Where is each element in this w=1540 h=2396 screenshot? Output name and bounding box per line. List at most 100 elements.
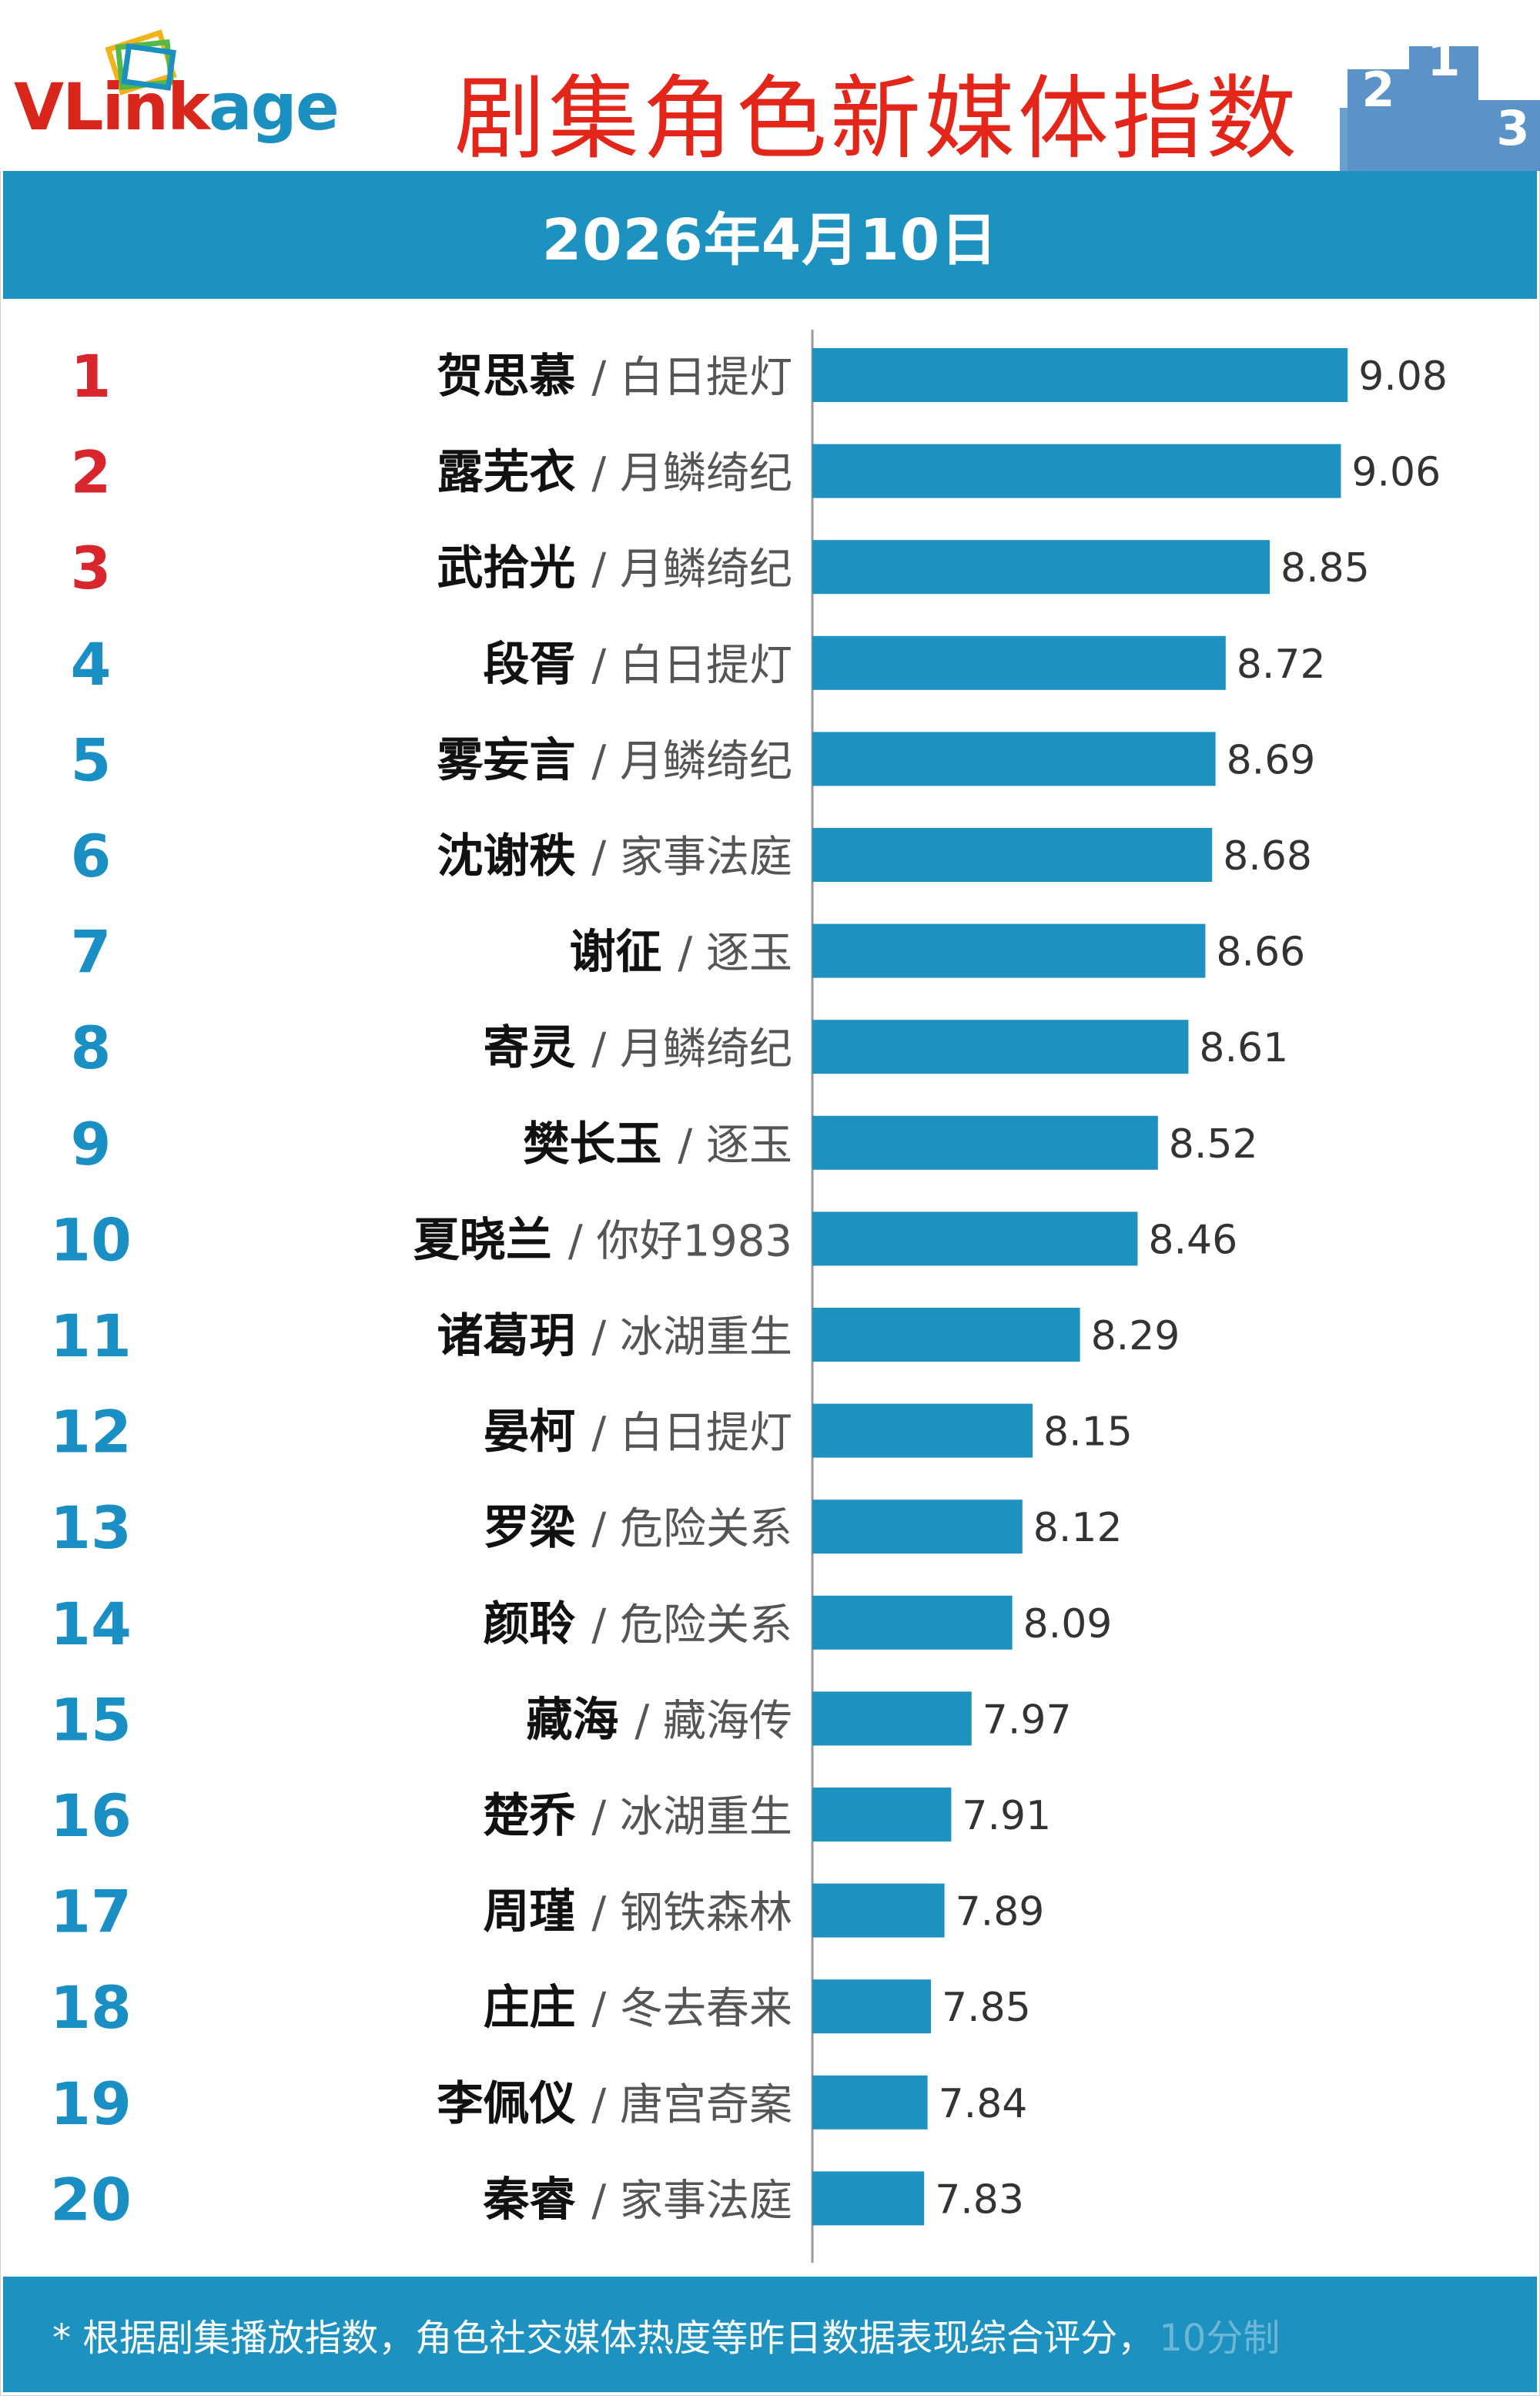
character-name: 夏晓兰 bbox=[413, 1213, 568, 1267]
drama-name: / 月鳞绮纪 bbox=[591, 449, 792, 499]
rank-label: 5 bbox=[71, 726, 112, 794]
bar bbox=[812, 923, 1206, 978]
bar-chart-svg: 1 贺思慕 / 白日提灯 9.08 2 露芜衣 / 月鳞绮纪 9.06 3 武拾光 / 月鳞绮… bbox=[50, 330, 1448, 2263]
character-name: 诸葛玥 bbox=[437, 1309, 591, 1363]
character-name: 樊长玉 bbox=[523, 1118, 678, 1171]
bar bbox=[812, 1500, 1023, 1554]
row-label: 沈谢秩 / 家事法庭 bbox=[437, 829, 792, 883]
page-title: 剧集角色新媒体指数 bbox=[454, 65, 1301, 172]
date-band: 2026年4月10日 bbox=[3, 171, 1537, 299]
row-label: 武拾光 / 月鳞绮纪 bbox=[437, 541, 792, 595]
drama-name: / 逐玉 bbox=[678, 929, 792, 979]
value-label: 8.12 bbox=[1033, 1505, 1123, 1551]
character-name: 谢征 bbox=[569, 926, 678, 980]
value-label: 7.83 bbox=[935, 2177, 1024, 2223]
row-label: 庄庄 / 冬去春来 bbox=[483, 1981, 792, 2035]
svg-text:1: 1 bbox=[1427, 31, 1460, 87]
drama-name: / 家事法庭 bbox=[591, 2176, 792, 2226]
rank-label: 12 bbox=[50, 1398, 132, 1466]
drama-name: / 冰湖重生 bbox=[591, 1312, 792, 1362]
footer-note-text: * 根据剧集播放指数，角色社交媒体热度等昨日数据表现综合评分， bbox=[52, 2317, 1155, 2360]
drama-name: / 危险关系 bbox=[591, 1600, 792, 1650]
drama-name: / 钢铁森林 bbox=[591, 1888, 792, 1939]
character-name: 颜聆 bbox=[483, 1597, 591, 1651]
bar bbox=[812, 540, 1270, 595]
value-label: 8.68 bbox=[1223, 833, 1312, 880]
rank-label: 10 bbox=[50, 1205, 132, 1274]
bar bbox=[812, 2171, 925, 2226]
character-name: 藏海 bbox=[526, 1693, 634, 1747]
drama-name: / 唐宫奇案 bbox=[591, 2080, 792, 2130]
logo-frames-icon bbox=[105, 29, 177, 96]
value-label: 9.08 bbox=[1358, 354, 1448, 400]
character-name: 露芜衣 bbox=[437, 446, 591, 500]
row-label: 诸葛玥 / 冰湖重生 bbox=[437, 1309, 792, 1363]
bar bbox=[812, 1403, 1033, 1458]
footer-note: * 根据剧集播放指数，角色社交媒体热度等昨日数据表现综合评分， 10分制 bbox=[3, 2277, 1537, 2392]
character-name: 段胥 bbox=[483, 638, 591, 692]
rank-label: 4 bbox=[71, 630, 112, 699]
value-label: 7.91 bbox=[962, 1793, 1051, 1839]
character-name: 楚乔 bbox=[483, 1789, 591, 1843]
character-name: 李佩仪 bbox=[437, 2077, 591, 2131]
row-label: 藏海 / 藏海传 bbox=[526, 1693, 792, 1747]
footer-note-tail: 10分制 bbox=[1159, 2317, 1281, 2360]
value-label: 8.15 bbox=[1043, 1409, 1133, 1456]
bar bbox=[812, 1115, 1158, 1170]
bar bbox=[812, 1020, 1189, 1074]
rank-label: 9 bbox=[71, 1110, 112, 1178]
bar-chart: 1 贺思慕 / 白日提灯 9.08 2 露芜衣 / 月鳞绮纪 9.06 3 武拾光 / 月鳞绮… bbox=[0, 299, 1540, 2270]
character-name: 周瑾 bbox=[483, 1885, 591, 1939]
rank-label: 11 bbox=[50, 1302, 132, 1370]
value-label: 8.29 bbox=[1091, 1313, 1180, 1359]
row-label: 周瑾 / 钢铁森林 bbox=[483, 1885, 792, 1939]
rank-label: 8 bbox=[71, 1014, 112, 1082]
row-label: 楚乔 / 冰湖重生 bbox=[483, 1789, 792, 1843]
bar bbox=[812, 348, 1348, 402]
value-label: 7.85 bbox=[942, 1985, 1031, 2031]
row-label: 段胥 / 白日提灯 bbox=[483, 638, 792, 692]
bar bbox=[812, 1211, 1138, 1266]
value-label: 8.09 bbox=[1023, 1601, 1113, 1647]
rank-label: 3 bbox=[71, 534, 112, 602]
row-label: 谢征 / 逐玉 bbox=[569, 926, 792, 980]
svg-text:2: 2 bbox=[1361, 62, 1394, 118]
bar bbox=[812, 1691, 972, 1746]
bar bbox=[812, 828, 1213, 882]
rank-label: 17 bbox=[50, 1878, 132, 1946]
bar bbox=[812, 1308, 1080, 1362]
rank-label: 1 bbox=[71, 342, 112, 411]
value-label: 8.46 bbox=[1148, 1217, 1237, 1263]
row-label: 雾妄言 / 月鳞绮纪 bbox=[437, 733, 792, 787]
row-label: 樊长玉 / 逐玉 bbox=[523, 1118, 792, 1171]
bar bbox=[812, 2075, 928, 2130]
svg-text:3: 3 bbox=[1496, 100, 1529, 156]
bar bbox=[812, 444, 1341, 498]
drama-name: / 白日提灯 bbox=[591, 1409, 792, 1459]
podium-icon: 2 1 3 bbox=[1340, 31, 1540, 171]
bar bbox=[812, 1595, 1013, 1650]
drama-name: / 白日提灯 bbox=[591, 641, 792, 691]
character-name: 武拾光 bbox=[437, 541, 591, 595]
row-label: 颜聆 / 危险关系 bbox=[483, 1597, 792, 1651]
drama-name: / 你好1983 bbox=[568, 1216, 792, 1266]
rank-label: 20 bbox=[50, 2165, 132, 2233]
drama-name: / 藏海传 bbox=[634, 1696, 792, 1746]
value-label: 7.84 bbox=[939, 2081, 1028, 2127]
logo-text-red: VLink bbox=[14, 69, 210, 145]
bar bbox=[812, 635, 1226, 690]
drama-name: / 冬去春来 bbox=[591, 1984, 792, 2034]
character-name: 寄灵 bbox=[483, 1021, 591, 1075]
rank-label: 6 bbox=[71, 822, 112, 890]
rank-label: 18 bbox=[50, 1973, 132, 2042]
rank-label: 13 bbox=[50, 1493, 132, 1562]
value-label: 9.06 bbox=[1351, 450, 1441, 496]
character-name: 沈谢秩 bbox=[437, 829, 591, 883]
rank-label: 14 bbox=[50, 1590, 132, 1658]
character-name: 罗梁 bbox=[483, 1501, 591, 1555]
drama-name: / 月鳞绮纪 bbox=[591, 1024, 792, 1074]
value-label: 8.69 bbox=[1227, 737, 1316, 783]
value-label: 8.85 bbox=[1281, 545, 1370, 591]
row-label: 夏晓兰 / 你好1983 bbox=[413, 1213, 792, 1267]
character-name: 贺思慕 bbox=[437, 350, 591, 404]
